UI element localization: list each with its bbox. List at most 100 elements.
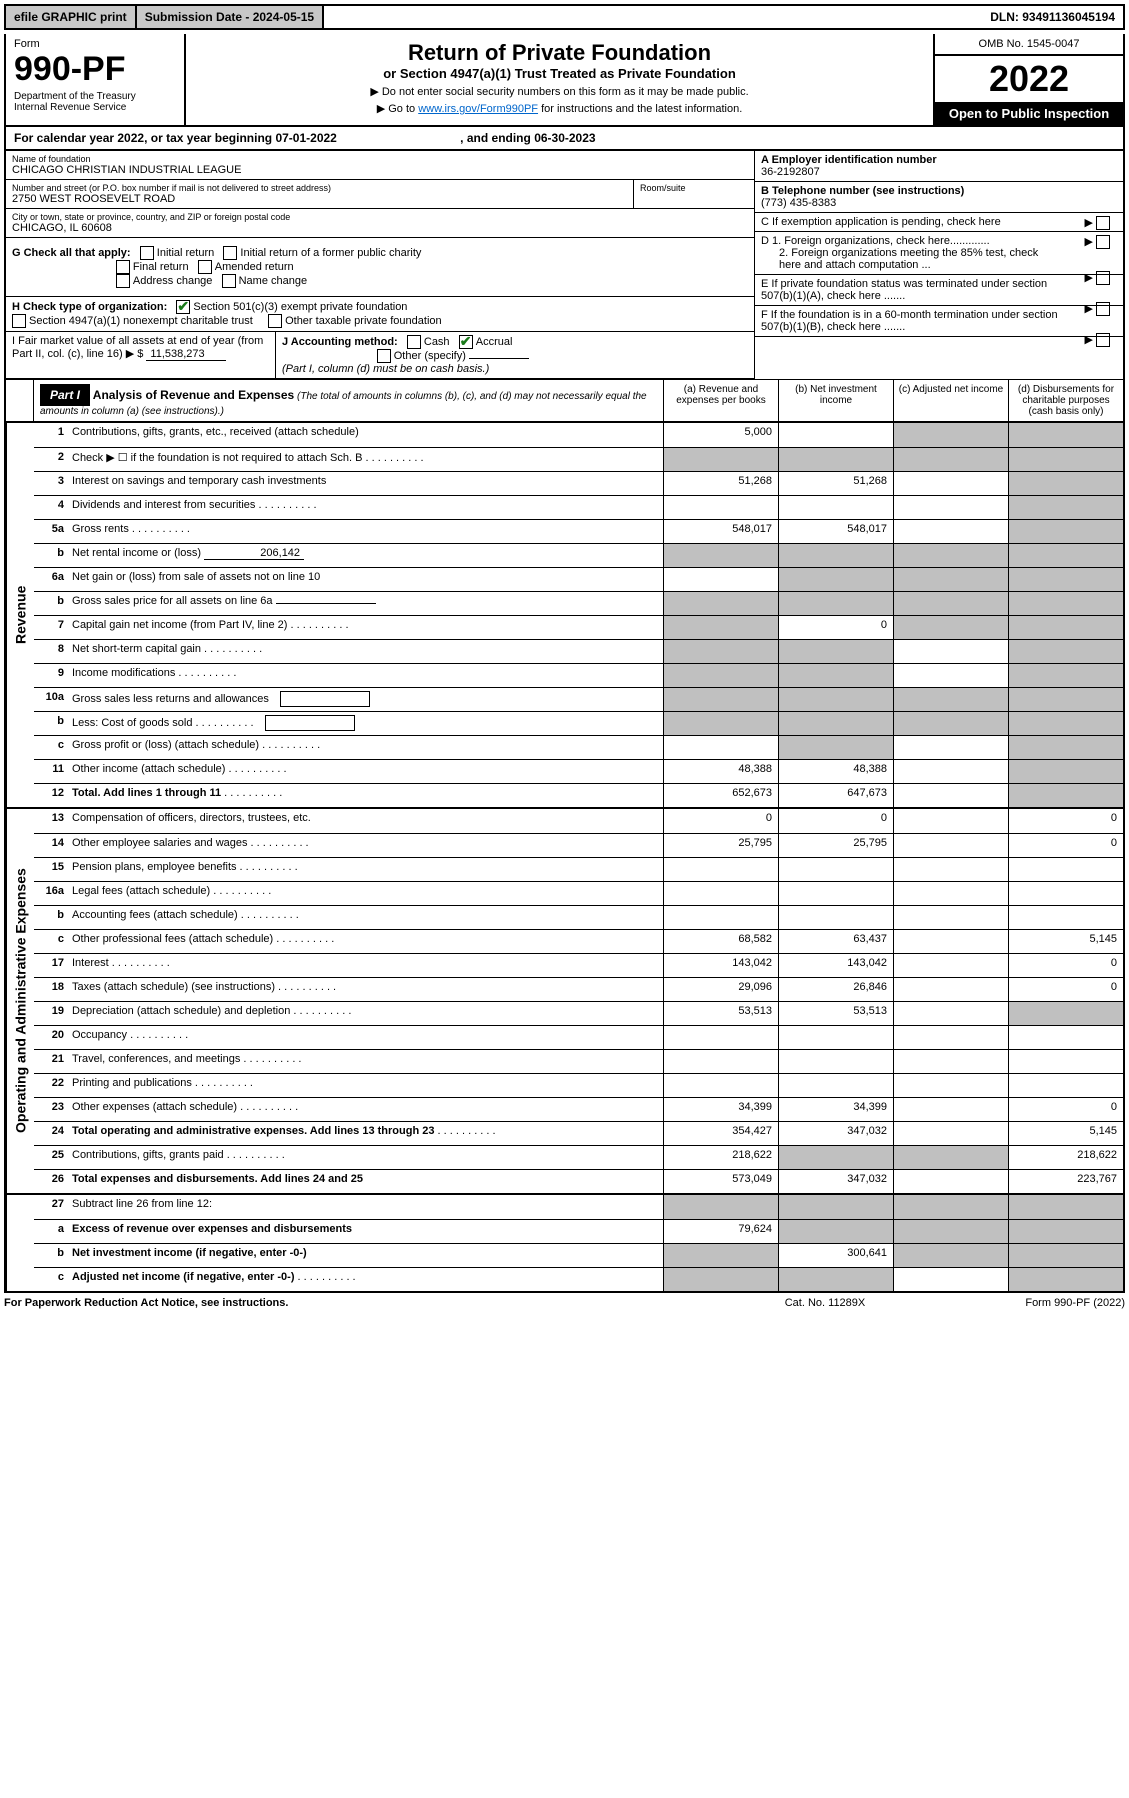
- line-num: b: [34, 592, 68, 615]
- amt: [893, 1122, 1008, 1145]
- line-row: 14Other employee salaries and wages25,79…: [34, 833, 1123, 857]
- g-opt-4: Address change: [133, 275, 213, 287]
- f-checkbox[interactable]: [1096, 333, 1110, 347]
- line-desc: Gross sales price for all assets on line…: [68, 592, 663, 615]
- amt: 143,042: [663, 954, 778, 977]
- line-num: 11: [34, 760, 68, 783]
- amt: 51,268: [663, 472, 778, 495]
- amended-checkbox[interactable]: [198, 260, 212, 274]
- d1-checkbox[interactable]: [1096, 235, 1110, 249]
- line-row: 26Total expenses and disbursements. Add …: [34, 1169, 1123, 1193]
- line-row: 19Depreciation (attach schedule) and dep…: [34, 1001, 1123, 1025]
- line-desc: Travel, conferences, and meetings: [68, 1050, 663, 1073]
- addr: 2750 WEST ROOSEVELT ROAD: [12, 193, 627, 205]
- arrow-icon: ▶: [1084, 216, 1092, 229]
- omb: OMB No. 1545-0047: [935, 34, 1123, 56]
- line-row: 16aLegal fees (attach schedule): [34, 881, 1123, 905]
- amt-shaded: [1008, 568, 1123, 591]
- line-row: 12Total. Add lines 1 through 11652,67364…: [34, 783, 1123, 807]
- info-grid: Name of foundation CHICAGO CHRISTIAN IND…: [4, 151, 1125, 379]
- other-specify-input[interactable]: [469, 358, 529, 359]
- c-label: C If exemption application is pending, c…: [761, 216, 1001, 228]
- line-num: 16a: [34, 882, 68, 905]
- other-taxable-checkbox[interactable]: [268, 314, 282, 328]
- amt: [663, 736, 778, 759]
- amt-shaded: [1008, 423, 1123, 447]
- amt: 63,437: [778, 930, 893, 953]
- line-num: b: [34, 1244, 68, 1267]
- line-desc: Interest: [68, 954, 663, 977]
- accrual-checkbox[interactable]: [459, 335, 473, 349]
- f-label: F If the foundation is in a 60-month ter…: [761, 309, 1061, 333]
- name-change-checkbox[interactable]: [222, 274, 236, 288]
- amt-shaded: [1008, 592, 1123, 615]
- cal-begin: 07-01-2022: [275, 131, 336, 145]
- d2-checkbox[interactable]: [1096, 271, 1110, 285]
- amt-shaded: [778, 1220, 893, 1243]
- amt: 48,388: [663, 760, 778, 783]
- line-row: 18Taxes (attach schedule) (see instructi…: [34, 977, 1123, 1001]
- amt-shaded: [1008, 1195, 1123, 1219]
- amt: [1008, 858, 1123, 881]
- amt: [663, 568, 778, 591]
- line-desc: Dividends and interest from securities: [68, 496, 663, 519]
- line-desc: Occupancy: [68, 1026, 663, 1049]
- col-b-head: (b) Net investment income: [778, 380, 893, 421]
- cal-prefix: For calendar year 2022, or tax year begi…: [14, 131, 275, 145]
- footer-left: For Paperwork Reduction Act Notice, see …: [4, 1297, 725, 1309]
- phone-label: B Telephone number (see instructions): [761, 185, 964, 197]
- amt: [1008, 1026, 1123, 1049]
- efile-print-button[interactable]: efile GRAPHIC print: [6, 6, 137, 28]
- amt-shaded: [893, 1244, 1008, 1267]
- amt-shaded: [1008, 544, 1123, 567]
- c-checkbox[interactable]: [1096, 216, 1110, 230]
- foundation-name: CHICAGO CHRISTIAN INDUSTRIAL LEAGUE: [12, 164, 748, 176]
- 501c3-checkbox[interactable]: [176, 300, 190, 314]
- amt: [893, 882, 1008, 905]
- line-row: cOther professional fees (attach schedul…: [34, 929, 1123, 953]
- amt-shaded: [778, 712, 893, 735]
- arrow-icon: ▶: [1084, 235, 1092, 248]
- address-change-checkbox[interactable]: [116, 274, 130, 288]
- expenses-section: Operating and Administrative Expenses 13…: [4, 809, 1125, 1195]
- form990pf-link[interactable]: www.irs.gov/Form990PF: [418, 103, 538, 115]
- amt-shaded: [893, 592, 1008, 615]
- initial-return-checkbox[interactable]: [140, 246, 154, 260]
- room-cell: Room/suite: [634, 180, 754, 208]
- g-opt-5: Name change: [239, 275, 308, 287]
- amt: 53,513: [778, 1002, 893, 1025]
- amt: 0: [1008, 978, 1123, 1001]
- part1-title-cell: Part I Analysis of Revenue and Expenses …: [34, 380, 663, 421]
- e-checkbox[interactable]: [1096, 302, 1110, 316]
- line-desc: Gross rents: [68, 520, 663, 543]
- amt: [893, 834, 1008, 857]
- amt: [893, 472, 1008, 495]
- line-num: 6a: [34, 568, 68, 591]
- initial-former-checkbox[interactable]: [223, 246, 237, 260]
- amt: 25,795: [663, 834, 778, 857]
- amt-shaded: [778, 448, 893, 471]
- amt: [893, 1268, 1008, 1291]
- line-row: 13Compensation of officers, directors, t…: [34, 809, 1123, 833]
- amt: [893, 906, 1008, 929]
- amt: [1008, 1050, 1123, 1073]
- amt: 0: [1008, 954, 1123, 977]
- amt-shaded: [1008, 1002, 1123, 1025]
- final-return-checkbox[interactable]: [116, 260, 130, 274]
- amt: 29,096: [663, 978, 778, 1001]
- f-cell: F If the foundation is in a 60-month ter…: [755, 306, 1123, 337]
- name-cell: Name of foundation CHICAGO CHRISTIAN IND…: [6, 151, 754, 180]
- line-row: bAccounting fees (attach schedule): [34, 905, 1123, 929]
- cash-checkbox[interactable]: [407, 335, 421, 349]
- irs: Internal Revenue Service: [14, 102, 176, 113]
- line-desc: Legal fees (attach schedule): [68, 882, 663, 905]
- 4947-checkbox[interactable]: [12, 314, 26, 328]
- line-row: 25Contributions, gifts, grants paid218,6…: [34, 1145, 1123, 1169]
- amt-shaded: [1008, 640, 1123, 663]
- submission-date: Submission Date - 2024-05-15: [137, 6, 324, 28]
- other-method-checkbox[interactable]: [377, 349, 391, 363]
- info-left: Name of foundation CHICAGO CHRISTIAN IND…: [4, 151, 755, 379]
- amt-shaded: [893, 1195, 1008, 1219]
- line-row: 4Dividends and interest from securities: [34, 495, 1123, 519]
- form-label: Form: [14, 38, 176, 50]
